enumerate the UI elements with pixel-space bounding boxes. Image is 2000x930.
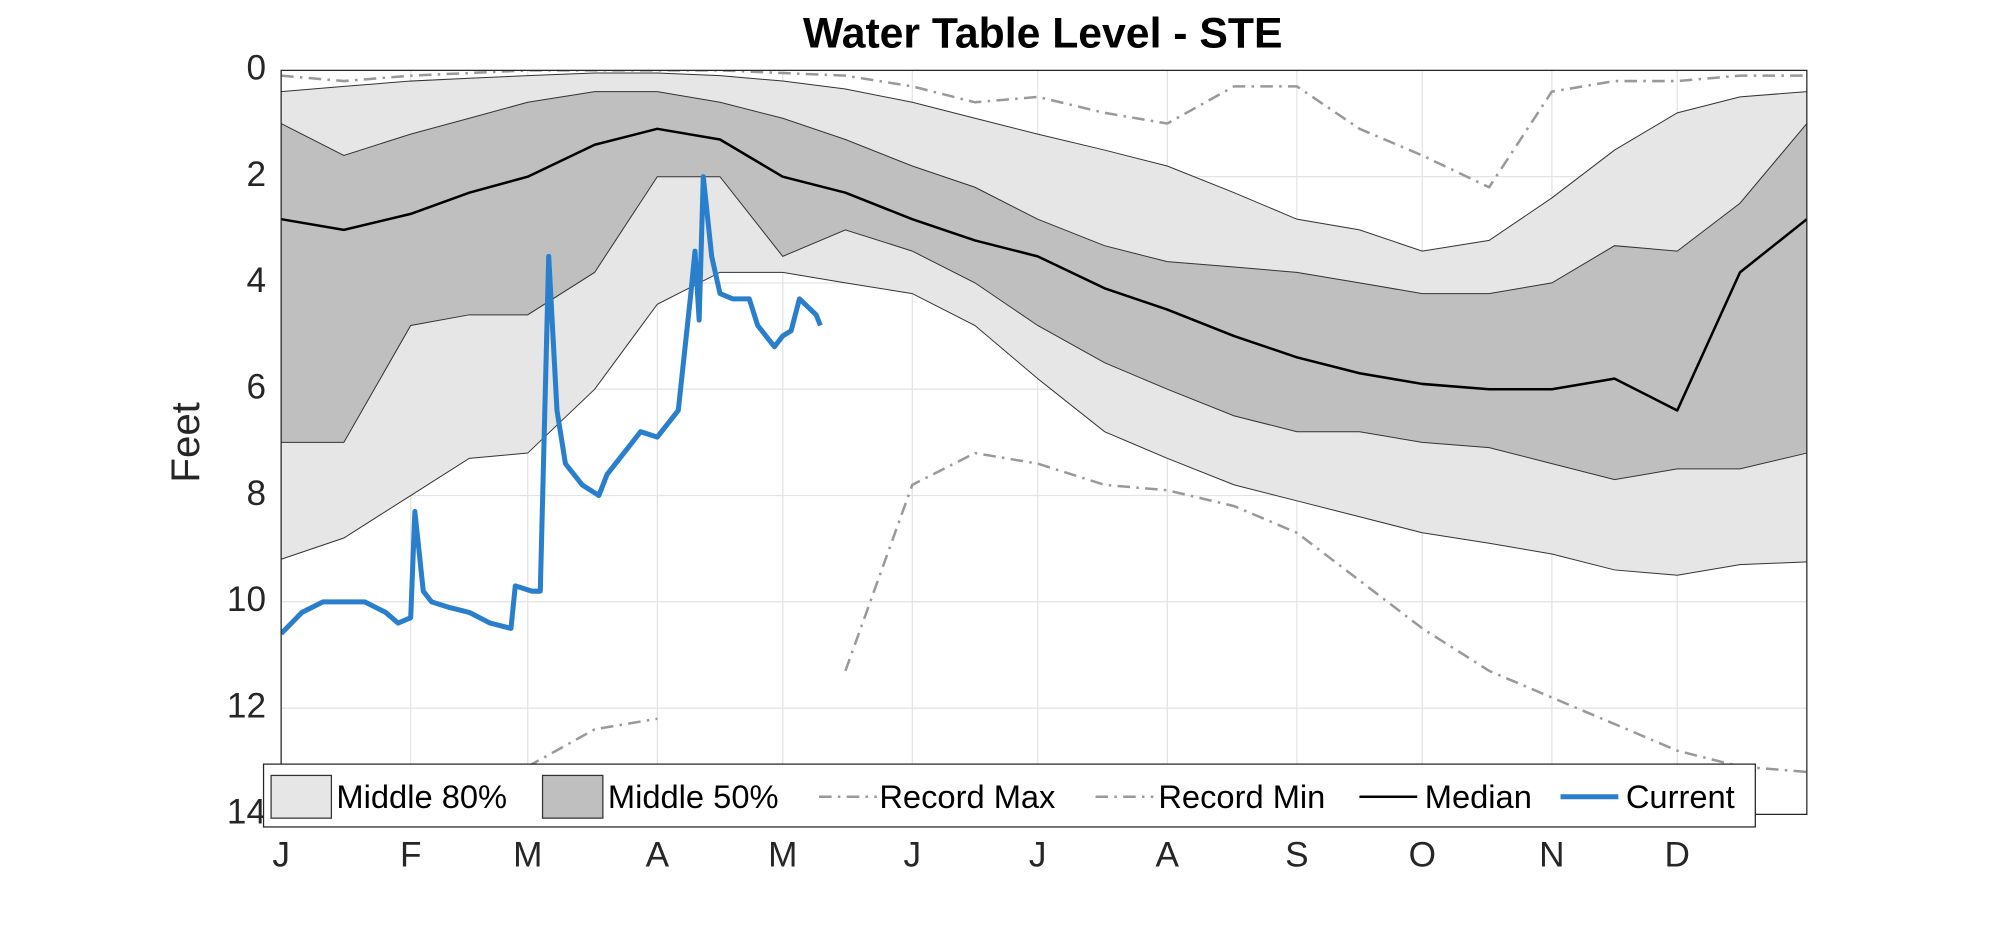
plot-layer [281, 70, 1807, 774]
x-tick-label: M [513, 835, 542, 874]
series-line [527, 451, 1807, 774]
legend-box [262, 763, 1756, 828]
y-tick-label: 2 [246, 155, 266, 194]
legend: Middle 80% Middle 50% Record Max Record Min… [262, 763, 1756, 828]
y-tick-label: 0 [246, 49, 266, 88]
x-tick-label: S [1285, 835, 1308, 874]
series-line [281, 174, 823, 636]
y-tick-label: 14 [227, 793, 266, 832]
band-edge [281, 176, 1807, 481]
legend-swatch [541, 774, 604, 819]
y-tick-label: 4 [246, 261, 266, 300]
x-tick-label: A [1156, 835, 1180, 874]
x-tick-label: F [400, 835, 422, 874]
y-tick-label: 12 [227, 686, 266, 725]
x-tick-label: J [272, 835, 290, 874]
legend-label: Middle 50% [608, 778, 779, 815]
chart-title: Water Table Level - STE [803, 10, 1283, 58]
legend-label: Current [1626, 778, 1735, 815]
x-tick-label: D [1665, 835, 1690, 874]
y-tick-label: 10 [227, 580, 266, 619]
band-edge [281, 91, 1807, 295]
legend-label: Record Min [1158, 778, 1325, 815]
legend-label: Middle 80% [336, 778, 507, 815]
x-tick-label: J [1029, 835, 1047, 874]
band-edge [281, 271, 1807, 576]
x-tick-label: N [1539, 835, 1564, 874]
legend-label: Record Max [879, 778, 1055, 815]
y-axis-label: Feet [163, 402, 208, 482]
x-tick-label: J [904, 835, 922, 874]
x-tick-label: A [646, 835, 670, 874]
y-tick-label: 6 [246, 368, 266, 407]
legend-swatch [270, 774, 333, 819]
band-area [281, 91, 1807, 480]
band-edge [281, 72, 1807, 252]
x-tick-label: M [768, 835, 797, 874]
legend-label: Median [1425, 778, 1532, 815]
series-line [281, 127, 1807, 412]
x-tick-label: O [1409, 835, 1436, 874]
series-line [281, 70, 1807, 189]
y-tick-label: 8 [246, 474, 266, 513]
